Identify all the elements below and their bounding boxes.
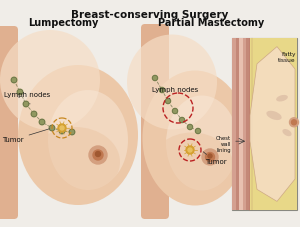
Circle shape	[69, 129, 75, 135]
Circle shape	[49, 125, 55, 131]
Ellipse shape	[48, 90, 128, 190]
Circle shape	[172, 109, 178, 114]
Circle shape	[17, 89, 23, 95]
Circle shape	[188, 148, 192, 152]
FancyBboxPatch shape	[232, 38, 297, 210]
Circle shape	[188, 124, 193, 130]
Ellipse shape	[0, 30, 100, 130]
FancyBboxPatch shape	[246, 38, 250, 210]
Circle shape	[11, 77, 17, 83]
Circle shape	[159, 87, 165, 93]
FancyBboxPatch shape	[250, 38, 297, 210]
Circle shape	[206, 153, 214, 161]
Circle shape	[265, 143, 269, 146]
Circle shape	[263, 141, 271, 148]
Circle shape	[39, 119, 45, 125]
Circle shape	[31, 111, 37, 117]
Circle shape	[89, 146, 107, 164]
Ellipse shape	[142, 71, 248, 205]
Circle shape	[95, 151, 101, 156]
Circle shape	[292, 120, 296, 125]
FancyBboxPatch shape	[236, 38, 239, 210]
FancyBboxPatch shape	[239, 38, 242, 210]
Text: Tumor: Tumor	[203, 152, 226, 165]
Polygon shape	[250, 47, 295, 201]
Text: Lymph nodes: Lymph nodes	[4, 92, 50, 104]
Circle shape	[290, 118, 298, 127]
Circle shape	[60, 126, 64, 130]
Text: Chest
wall
lining: Chest wall lining	[216, 136, 231, 153]
FancyBboxPatch shape	[0, 26, 18, 219]
Circle shape	[93, 150, 103, 160]
Text: Tumor: Tumor	[2, 129, 49, 143]
Ellipse shape	[282, 129, 292, 136]
FancyBboxPatch shape	[141, 24, 169, 219]
Ellipse shape	[266, 111, 282, 120]
Ellipse shape	[151, 133, 233, 197]
Ellipse shape	[30, 127, 120, 197]
Circle shape	[58, 124, 66, 132]
Ellipse shape	[18, 65, 138, 205]
Circle shape	[208, 154, 212, 158]
Ellipse shape	[166, 96, 238, 190]
Circle shape	[186, 146, 194, 154]
FancyBboxPatch shape	[232, 38, 236, 210]
Ellipse shape	[276, 95, 288, 101]
Ellipse shape	[127, 35, 217, 129]
Text: Lymph nodes: Lymph nodes	[152, 87, 198, 99]
Circle shape	[179, 117, 184, 123]
Text: Partial Mastectomy: Partial Mastectomy	[158, 18, 264, 28]
Text: Fatty
tissue: Fatty tissue	[278, 52, 296, 63]
Circle shape	[202, 149, 218, 165]
Circle shape	[195, 128, 201, 134]
Text: Lumpectomy: Lumpectomy	[28, 18, 98, 28]
Circle shape	[59, 128, 65, 134]
Circle shape	[165, 98, 171, 104]
Circle shape	[23, 101, 29, 107]
Text: Breast-conserving Surgery: Breast-conserving Surgery	[71, 10, 229, 20]
FancyBboxPatch shape	[242, 38, 246, 210]
Circle shape	[152, 75, 158, 81]
